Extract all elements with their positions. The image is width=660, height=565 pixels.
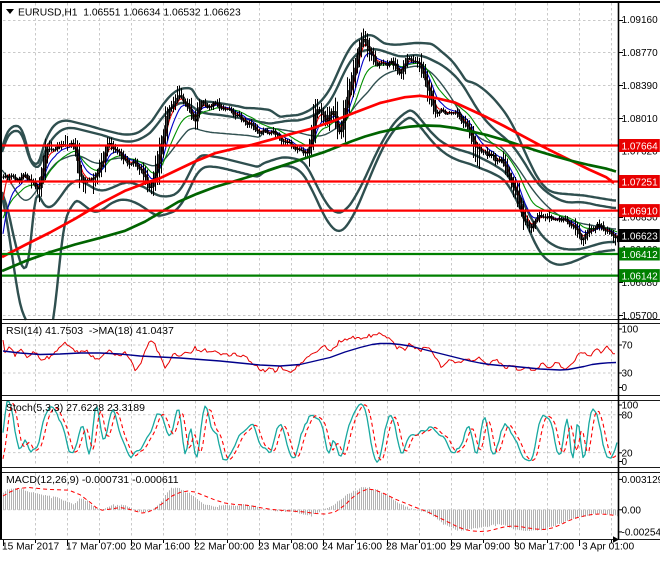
svg-text:MACD(12,26,9) -0.000731 -0.000: MACD(12,26,9) -0.000731 -0.000611	[6, 474, 179, 486]
svg-text:RSI(14) 41.7503 ->MA(18) 41.0: RSI(14) 41.7503 ->MA(18) 41.0437	[6, 325, 174, 337]
svg-text:24 Mar 16:00: 24 Mar 16:00	[322, 542, 382, 553]
svg-text:30 Mar 17:00: 30 Mar 17:00	[514, 542, 574, 553]
svg-text:1.06412: 1.06412	[622, 250, 659, 261]
svg-text:1.08390: 1.08390	[622, 81, 659, 92]
svg-text:17 Mar 07:00: 17 Mar 07:00	[66, 542, 126, 553]
svg-text:29 Mar 09:00: 29 Mar 09:00	[450, 542, 510, 553]
svg-text:-0.002548: -0.002548	[622, 528, 660, 539]
svg-text:0.003129: 0.003129	[622, 475, 660, 486]
svg-text:100: 100	[622, 325, 639, 336]
svg-text:0: 0	[622, 383, 628, 394]
svg-text:1.08010: 1.08010	[622, 114, 659, 125]
svg-text:1.08770: 1.08770	[622, 48, 659, 59]
svg-text:1.06910: 1.06910	[622, 206, 659, 217]
svg-text:3 Apr 01:00: 3 Apr 01:00	[582, 542, 634, 553]
svg-text:1.05700: 1.05700	[622, 311, 659, 322]
svg-text:0.00: 0.00	[622, 505, 642, 516]
svg-text:0: 0	[622, 457, 628, 468]
svg-text:1.06623: 1.06623	[622, 231, 659, 242]
svg-text:20 Mar 16:00: 20 Mar 16:00	[130, 542, 190, 553]
svg-text:23 Mar 08:00: 23 Mar 08:00	[258, 542, 318, 553]
svg-text:30: 30	[622, 369, 634, 380]
svg-text:80: 80	[622, 410, 634, 421]
svg-text:1.06142: 1.06142	[622, 271, 659, 282]
svg-text:1.07251: 1.07251	[622, 177, 659, 188]
svg-text:Stoch(5,3,3) 27.6228 23.3189: Stoch(5,3,3) 27.6228 23.3189	[6, 402, 145, 414]
svg-text:70: 70	[622, 341, 634, 352]
svg-text:15 Mar 2017: 15 Mar 2017	[2, 542, 60, 553]
svg-text:EURUSD,H1 1.06551 1.06634 1.0: EURUSD,H1 1.06551 1.06634 1.06532 1.0662…	[18, 8, 241, 19]
svg-text:22 Mar 00:00: 22 Mar 00:00	[194, 542, 254, 553]
svg-text:28 Mar 01:00: 28 Mar 01:00	[386, 542, 446, 553]
svg-text:1.07664: 1.07664	[622, 141, 659, 152]
svg-text:1.09160: 1.09160	[622, 15, 659, 26]
